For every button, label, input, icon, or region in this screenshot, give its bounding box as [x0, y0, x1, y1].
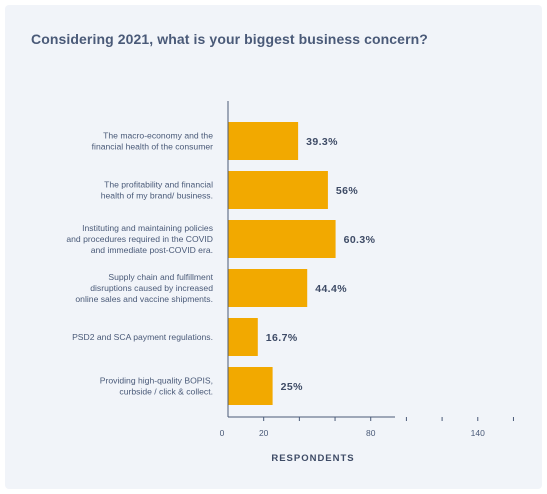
x-tick-label-2: 80	[366, 428, 376, 438]
chart-title: Considering 2021, what is your biggest b…	[31, 31, 428, 47]
category-labels: The macro-economy and the financial healt…	[66, 131, 213, 397]
value-label-1: 56%	[336, 185, 358, 197]
value-label-2: 60.3%	[344, 234, 376, 246]
value-label-0: 39.3%	[306, 136, 338, 148]
category-label-3: Supply chain and fulfillment disruptions …	[75, 272, 213, 304]
bar-2	[228, 220, 336, 258]
value-label-4: 16.7%	[266, 332, 298, 344]
x-axis-label: RESPONDENTS	[271, 453, 354, 464]
bar-3	[228, 269, 308, 307]
bar-5	[228, 367, 273, 405]
x-tick-label-1: 20	[259, 428, 269, 438]
bars-group	[228, 122, 336, 405]
category-label-2: Instituting and maintaining policies and …	[66, 223, 213, 255]
category-label-4: PSD2 and SCA payment regulations.	[72, 332, 213, 342]
bar-1	[228, 171, 328, 209]
bar-0	[228, 122, 299, 160]
bar-4	[228, 318, 258, 356]
value-label-3: 44.4%	[315, 283, 347, 295]
value-labels: 39.3% 56% 60.3% 44.4% 16.7% 25%	[266, 136, 376, 393]
category-label-0: The macro-economy and the financial healt…	[92, 131, 214, 152]
category-label-5: Providing high-quality BOPIS, curbside / …	[100, 376, 213, 397]
x-tick-label-0: 0	[220, 428, 225, 438]
category-label-1: The profitability and financial health of…	[101, 180, 213, 201]
x-axis-ticks: 02080140200	[220, 417, 514, 438]
x-tick-label-3: 140	[471, 428, 485, 438]
value-label-5: 25%	[281, 381, 303, 393]
